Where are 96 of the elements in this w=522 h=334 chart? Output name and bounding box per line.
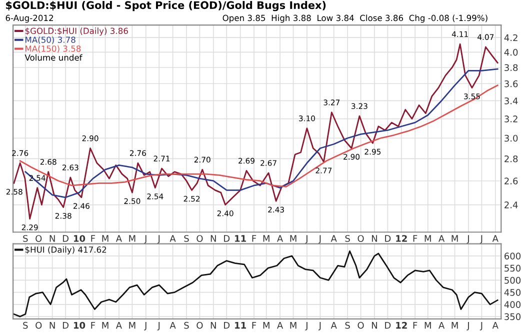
x-tick-label: A [170, 322, 176, 329]
x-tick-label: F [252, 322, 256, 329]
y-tick-label: 3.6 [504, 80, 518, 88]
x-tick-label: J [157, 235, 160, 244]
x-tick-label: N [372, 235, 377, 242]
x-tick-label: A [277, 322, 284, 329]
x-tick-label: A [492, 322, 498, 329]
x-tick-label: M [452, 235, 458, 242]
annotation: Volume undef [24, 54, 82, 61]
x-tick-label: M [102, 322, 108, 329]
x-tick-label: M [424, 235, 431, 242]
x-tick-label: A [170, 235, 176, 242]
legend-label: $HUI (Daily) 417.62 [25, 246, 106, 254]
y-tick-label: 600 [504, 252, 521, 260]
x-tick-label: J [466, 322, 469, 330]
chart-subtitle: 6-Aug-2012 [6, 14, 53, 23]
x-tick-label: 11 [235, 235, 246, 242]
x-tick-label: 11 [235, 322, 246, 329]
x-tick-label: F [413, 322, 418, 329]
x-tick-label: M [263, 322, 270, 329]
x-tick-label: 12 [396, 235, 407, 242]
x-tick-label: S [184, 322, 189, 329]
legend-label: $GOLD:$HUI (Daily) 3.86 [25, 28, 128, 36]
x-tick-label: M [290, 235, 296, 242]
x-tick-label: F [413, 235, 418, 242]
text: Open 3.85 High 3.88 Low 3.84 Close 3.86 Chg -0.08 (-1.99%) [222, 14, 488, 23]
chart-title: $GOLD:$HUI (Gold - Spot Price (EOD)/Gold Bugs Index) [6, 1, 326, 12]
x-tick-label: S [345, 322, 350, 329]
y-tick-label: 450 [504, 289, 521, 296]
x-tick-label: J [305, 322, 308, 330]
x-tick-label: D [385, 322, 391, 329]
legend-label: MA(150) 3.58 [26, 45, 81, 53]
x-tick-label: J [480, 235, 482, 244]
x-tick-label: F [91, 322, 95, 329]
x-tick-label: A [330, 322, 337, 329]
y-tick-label: 2.4 [504, 202, 518, 208]
y-tick-label: 2.6 [504, 178, 518, 184]
x-tick-label: O [358, 322, 364, 329]
x-tick-label: S [345, 235, 350, 242]
x-tick-label: J [305, 235, 308, 244]
x-tick-label: A [492, 235, 498, 242]
y-tick-label: 4.2 [504, 34, 518, 42]
y-tick-label: 2.8 [504, 155, 518, 162]
x-tick-label: D [62, 322, 69, 329]
y-tick-label: 3.2 [504, 116, 518, 122]
x-tick-label: J [144, 235, 146, 244]
x-tick-label: O [36, 235, 42, 242]
y-tick-label: 3.8 [504, 64, 518, 72]
x-tick-label: A [438, 235, 445, 242]
x-tick-label: J [144, 322, 146, 330]
x-tick-label: O [196, 322, 203, 329]
y-tick-label: 550 [504, 264, 521, 272]
x-tick-label: A [116, 322, 122, 329]
x-tick-label: 10 [74, 322, 86, 329]
x-tick-label: N [210, 322, 216, 329]
x-tick-label: D [224, 235, 230, 242]
x-tick-label: A [438, 322, 445, 329]
x-tick-label: D [224, 322, 230, 329]
x-tick-label: J [318, 322, 321, 330]
y-tick-label: 3.0 [504, 134, 518, 142]
x-tick-label: O [36, 322, 42, 329]
x-tick-label: S [23, 235, 28, 242]
x-tick-label: F [252, 235, 256, 242]
x-tick-label: A [330, 235, 337, 242]
x-tick-label: S [184, 235, 189, 242]
x-tick-label: D [385, 235, 391, 242]
x-tick-label: N [372, 322, 377, 329]
y-tick-label: 500 [504, 276, 521, 284]
x-tick-label: F [91, 235, 95, 242]
x-tick-label: M [424, 322, 431, 329]
x-tick-label: M [129, 322, 136, 329]
x-tick-label: M [452, 322, 458, 329]
x-tick-label: J [157, 322, 160, 330]
x-tick-label: 12 [396, 322, 407, 329]
x-tick-label: N [50, 322, 55, 329]
x-tick-label: M [290, 322, 296, 329]
legend-label: MA(50) 3.78 [26, 36, 76, 44]
x-tick-label: M [263, 235, 270, 242]
x-tick-label: N [50, 235, 55, 242]
y-tick-label: 4.0 [504, 48, 518, 56]
x-tick-label: J [480, 322, 482, 330]
x-tick-label: O [196, 235, 203, 242]
y-tick-label: 3.4 [504, 97, 518, 104]
x-tick-label: M [129, 235, 136, 242]
x-tick-label: A [277, 235, 284, 242]
x-tick-label: M [102, 235, 108, 242]
x-tick-label: S [23, 322, 28, 329]
y-tick-label: 400 [504, 301, 521, 308]
x-tick-label: N [210, 235, 216, 242]
y-tick-label: 350 [504, 313, 521, 320]
x-tick-label: D [62, 235, 69, 242]
x-tick-label: A [116, 235, 122, 242]
x-tick-label: O [358, 235, 364, 242]
x-tick-label: J [466, 235, 469, 244]
x-tick-label: J [318, 235, 321, 244]
x-tick-label: 10 [74, 235, 86, 242]
